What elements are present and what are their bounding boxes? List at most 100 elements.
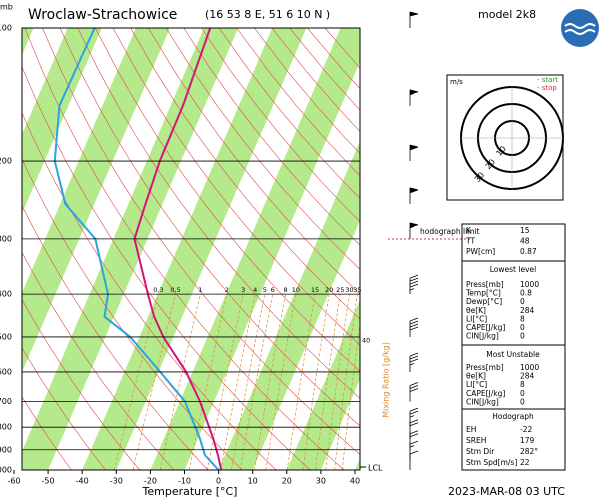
wind-barb [409,450,419,470]
panel-label: Dewp[°C] [466,297,502,306]
mixing-ratio-value: 5 [263,286,267,294]
y-tick-label: 300 [0,234,12,243]
dry-adiabat [77,28,360,399]
mixing-ratio-value: 30 [345,286,353,294]
mixing-ratio-value: 0.3 [153,286,163,294]
wind-barb [409,11,419,28]
y-tick-label: 100 [0,24,12,33]
panel-value: 48 [520,237,530,246]
y-tick-label: 600 [0,367,12,376]
wind-barb [409,222,419,239]
wind-barb [409,274,419,295]
dry-adiabat [183,28,360,246]
mixing-ratio-value: 6 [271,286,275,294]
panel-label: CAPE[J/kg] [466,323,505,332]
x-tick-label: 20 [282,477,292,486]
wind-barb-shape [409,11,419,28]
x-tick-label: -10 [178,477,191,486]
dry-adiabat [201,28,360,223]
wind-barb [409,382,419,402]
wind-barb-shape [409,317,419,337]
dry-adiabat [42,28,360,455]
x-tick-label: -40 [76,477,89,486]
isotherm-band [355,458,360,470]
isotherm-band [22,28,239,470]
wind-barb-shape [409,144,419,162]
x-tick-label: -60 [7,477,20,486]
dry-adiabat [22,112,277,470]
wind-barb [409,407,419,428]
y-tick-label: 500 [0,332,12,341]
dry-adiabat [130,28,360,320]
panel-label: Stm Dir [466,447,495,456]
y-tick-label: 800 [0,423,12,432]
mixing-ratio-value: 3 [241,286,245,294]
wind-barb-shape [409,382,419,402]
dry-adiabat [24,28,345,470]
panel-value: 284 [520,372,535,381]
panel-label: θe[K] [466,306,486,315]
x-tick-label: 40 [350,477,360,486]
y-tick-label: 1000 [0,466,12,475]
wind-barb [409,89,419,106]
x-tick-label: 0 [216,477,221,486]
panel-label: EH [466,425,476,434]
panel-label: PW[cm] [466,247,495,256]
mixing-ratio-label: Mixing Ratio [g/kg] [382,342,391,418]
panel-value: 1000 [520,280,539,289]
panel-label: θe[K] [466,372,486,381]
hodograph-unit: m/s [450,78,463,86]
panel-label: CIN[J/kg] [466,397,499,406]
x-tick-label: -50 [42,477,55,486]
y-tick-label: 900 [0,445,12,454]
mixing-ratio-value: 35 [353,286,361,294]
wind-barb-shape [409,407,419,428]
wind-barb-shape [409,222,419,239]
y-tick-label: 200 [0,157,12,166]
isotherm-band [22,28,170,373]
panel-title: Lowest level [490,265,536,274]
panel-label: SREH [466,436,486,445]
panel-value: 0 [520,389,525,398]
panel-label: Press[mb] [466,363,504,372]
panel-label: Stm Spd[m/s] [466,458,517,467]
panel-label: Press[mb] [466,280,504,289]
isotherm-band [82,28,307,470]
wind-barb-shape [409,352,419,372]
hodograph-stop: - stop [537,84,557,92]
panel-value: -22 [520,425,532,434]
panel-label: LI[°C] [466,380,487,389]
panel-label: K [466,226,472,235]
wind-barb-shape [409,89,419,106]
dry-adiabat [22,347,106,470]
dry-adiabat [112,28,360,346]
panel-value: 179 [520,436,535,445]
panel-value: 22 [520,458,530,467]
dry-adiabat [22,65,311,470]
x-axis-label: Temperature [°C] [142,485,238,498]
y-unit: mb [0,3,13,12]
wind-barb-shape [409,274,419,295]
mixing-ratio-value: 1 [198,286,202,294]
chart-subtitle: (16 53 8 E, 51 6 10 N ) [205,8,330,21]
mixing-ratio-value: 4 [253,286,257,294]
dry-adiabat [95,28,360,372]
chart-title: Wroclaw-Strachowice [28,7,177,23]
panel-value: 0 [520,332,525,341]
model-name: model 2k8 [478,8,536,21]
hodograph-limit: hodograph limit [420,227,480,236]
panel-value: 8 [520,314,525,323]
dry-adiabat [22,204,209,470]
lcl-label: LCL [368,464,383,473]
y-tick-label: 700 [0,397,12,406]
panel-label: CIN[J/kg] [466,332,499,341]
index-panels: K 15 TT 48 PW[cm] 0.87 Lowest level Press[mb] 10… [461,223,566,471]
panel-label: Temp[°C] [465,289,501,298]
mixing-ratio-value: 40 [362,337,370,345]
mixing-ratio-value: 15 [311,286,319,294]
x-tick-label: -30 [110,477,123,486]
panel-value: 282° [520,447,538,456]
panel-title: Hodograph [492,412,534,421]
panel-label: TT [465,237,475,246]
